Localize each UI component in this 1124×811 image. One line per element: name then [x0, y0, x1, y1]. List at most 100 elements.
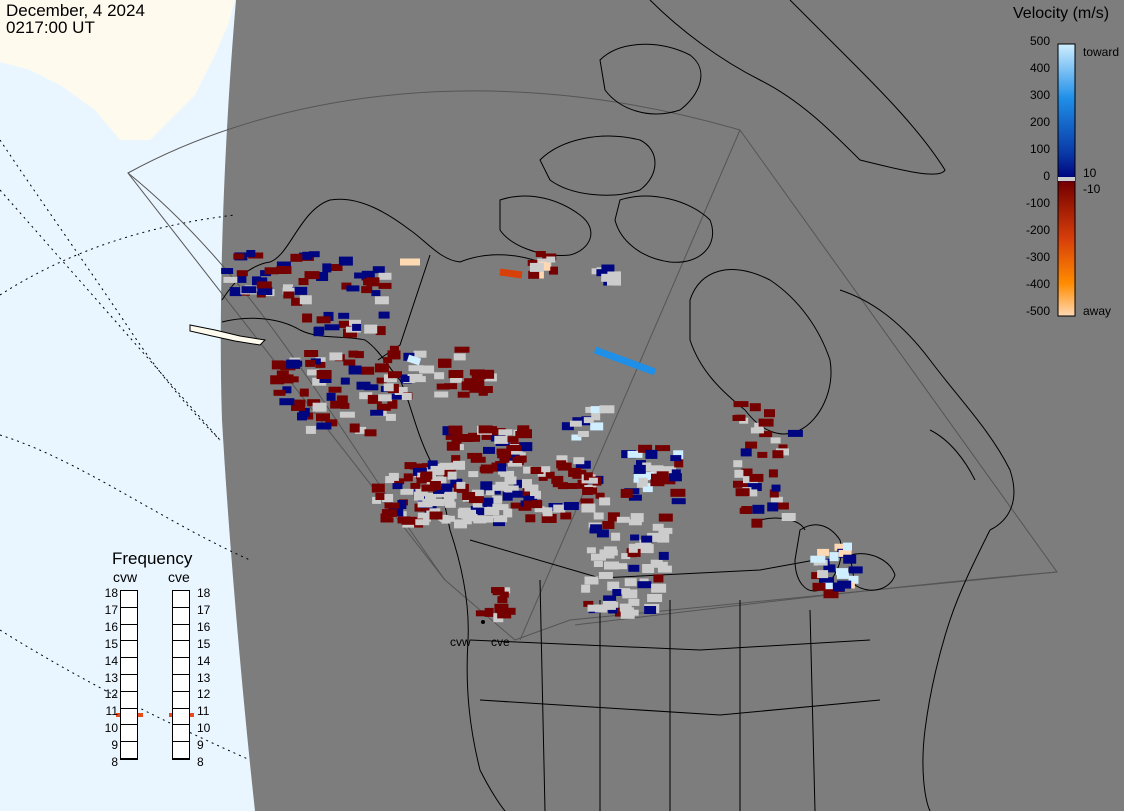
velocity-cell [387, 350, 401, 360]
velocity-cell [364, 324, 378, 334]
velocity-cell [771, 484, 781, 492]
velocity-cell [291, 403, 305, 411]
velocity-cell [504, 476, 517, 485]
colorbar-tick: 300 [1029, 88, 1050, 102]
frequency-gridline [121, 758, 137, 759]
colorbar-tick: -300 [1025, 250, 1050, 264]
frequency-panel-name-cvw: cvw [113, 569, 138, 585]
velocity-cell [441, 515, 451, 524]
velocity-cell [299, 388, 309, 397]
velocity-cell [292, 286, 308, 295]
frequency-box-cvw [120, 590, 138, 760]
velocity-cell [545, 471, 555, 479]
velocity-cell [447, 471, 457, 480]
velocity-cell [602, 600, 616, 610]
velocity-cell [354, 351, 364, 359]
velocity-cell [751, 518, 763, 528]
velocity-cell [375, 493, 385, 500]
velocity-cell [388, 472, 399, 481]
velocity-cell [563, 502, 579, 510]
velocity-cell [650, 559, 663, 567]
velocity-cell [448, 425, 463, 435]
velocity-cell [470, 456, 486, 463]
velocity-cell [289, 360, 303, 367]
velocity-cell [471, 489, 484, 498]
velocity-cell [531, 500, 541, 508]
velocity-cell [642, 462, 652, 472]
date-label: December, 4 2024 [6, 1, 145, 20]
velocity-cell [503, 486, 513, 492]
velocity-cell [312, 402, 327, 412]
velocity-cell [450, 373, 463, 383]
velocity-cell [282, 386, 292, 394]
velocity-cell [769, 489, 779, 498]
velocity-cell [356, 381, 371, 390]
velocity-cell [324, 324, 340, 331]
velocity-cell [499, 454, 510, 463]
frequency-gridline [121, 640, 137, 642]
velocity-cell [446, 441, 460, 451]
frequency-gridline [121, 674, 137, 675]
velocity-cell [330, 400, 346, 409]
velocity-cell [624, 578, 637, 587]
nightside-region [220, 0, 1124, 811]
velocity-cell [394, 387, 408, 395]
velocity-cell [657, 565, 672, 573]
velocity-cell [473, 379, 485, 388]
velocity-cell [352, 323, 362, 331]
velocity-cell [587, 604, 598, 612]
velocity-cell [497, 596, 508, 604]
velocity-cell [745, 441, 758, 449]
velocity-cell [817, 548, 830, 556]
velocity-cell [848, 566, 863, 574]
velocity-cell [523, 496, 535, 505]
velocity-cell [603, 595, 617, 602]
velocity-cell [375, 326, 386, 336]
velocity-cell [749, 403, 761, 412]
frequency-gridline [121, 690, 137, 692]
frequency-scale-left: 11 [105, 704, 118, 719]
velocity-cell [596, 269, 608, 277]
velocity-cell [371, 290, 381, 297]
velocity-cell [493, 515, 508, 523]
velocity-cell [616, 516, 630, 523]
velocity-cell [302, 251, 313, 260]
velocity-cell [594, 604, 607, 613]
velocity-cell [530, 490, 541, 499]
velocity-cell [637, 581, 652, 589]
velocity-cell [787, 429, 803, 437]
velocity-cell [468, 471, 479, 478]
frequency-gridline [173, 707, 189, 709]
velocity-cell [573, 457, 585, 465]
velocity-cell [759, 431, 773, 438]
velocity-cell [538, 473, 548, 481]
colorbar-tick: -200 [1025, 223, 1050, 237]
velocity-cell [556, 455, 568, 463]
velocity-cell [236, 270, 248, 277]
frequency-gridline [173, 657, 189, 659]
velocity-cell [494, 435, 509, 444]
velocity-cell [598, 572, 613, 579]
velocity-cell [417, 501, 433, 508]
frequency-scale-left: 15 [104, 636, 118, 651]
velocity-cell [474, 504, 487, 514]
velocity-cell [539, 261, 551, 271]
frequency-box-cve [172, 590, 190, 760]
velocity-cell [823, 589, 839, 599]
velocity-cell [414, 491, 424, 501]
velocity-cell [650, 479, 665, 487]
velocity-cell [528, 270, 540, 279]
velocity-cell [644, 544, 654, 554]
velocity-cell [478, 425, 493, 434]
velocity-cell [671, 469, 681, 477]
velocity-cell [770, 437, 781, 444]
velocity-cell [340, 377, 350, 385]
velocity-cell [371, 483, 385, 493]
velocity-cell [349, 423, 360, 433]
frequency-gridline [173, 674, 189, 675]
velocity-cell [364, 429, 377, 437]
velocity-cell [436, 383, 450, 390]
velocity-cell [370, 409, 384, 416]
velocity-cell [535, 251, 546, 257]
velocity-cell [443, 496, 455, 503]
